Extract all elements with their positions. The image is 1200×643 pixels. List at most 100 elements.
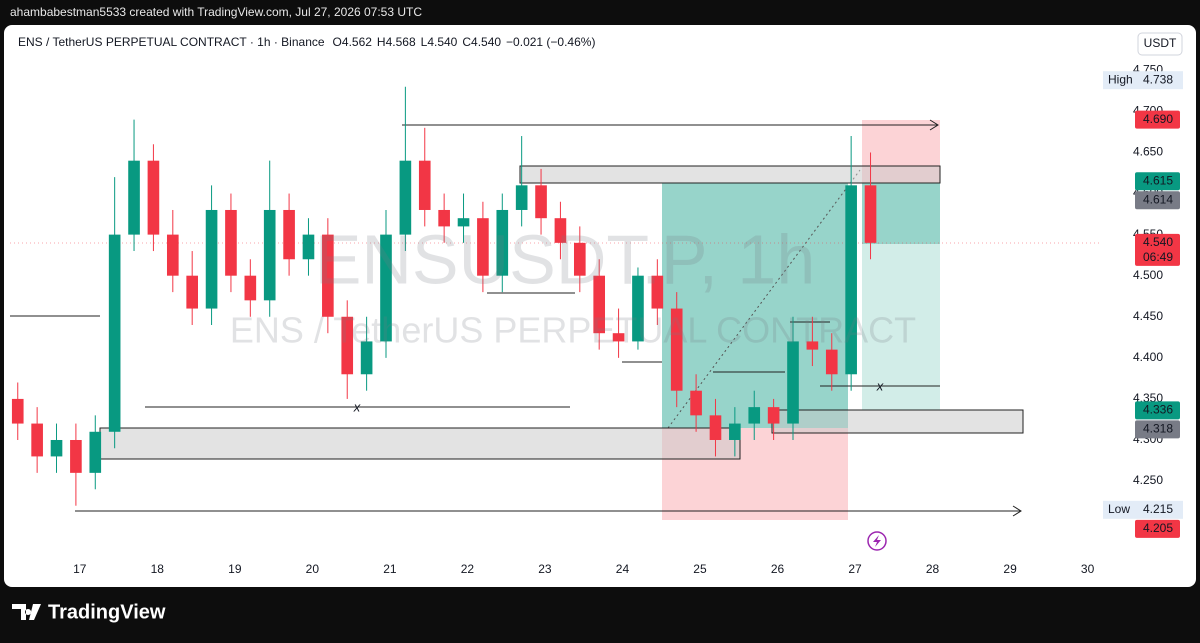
price-label: 4.738	[1143, 72, 1173, 86]
candle-body	[166, 234, 179, 276]
x-tick-label: 30	[1081, 562, 1095, 576]
price-label-box	[1135, 172, 1180, 191]
candle-body	[360, 341, 373, 375]
x-tick-label: 28	[926, 562, 940, 576]
price-label-prefix: Low	[1108, 502, 1130, 516]
x-tick-label: 27	[848, 562, 862, 576]
candle-body	[302, 234, 315, 260]
legend-key: C	[462, 35, 471, 49]
price-label-box	[1135, 233, 1180, 266]
x-tick-label: 18	[151, 562, 165, 576]
candle-body	[612, 333, 625, 342]
candle-body	[515, 185, 528, 210]
candle-body	[554, 218, 567, 243]
price-label-prefix: High	[1108, 72, 1133, 86]
watermark: ENS / TetherUS PERPETUAL CONTRACT	[230, 310, 916, 351]
x-tick-label: 25	[693, 562, 707, 576]
annotation: x	[876, 378, 884, 393]
supply-zone	[519, 165, 941, 184]
candle-body	[690, 390, 702, 416]
candle-body	[31, 423, 43, 457]
x-tick-label: 17	[73, 562, 87, 576]
brand-logo	[12, 604, 41, 620]
x-tick-label: 26	[771, 562, 785, 576]
demand-zone	[771, 409, 1024, 434]
legend-value: 4.562	[342, 35, 372, 49]
candle-body	[651, 275, 664, 309]
price-label-box	[1135, 519, 1180, 538]
arrow-head	[1012, 505, 1022, 517]
footer-bar	[4, 587, 1196, 643]
y-tick-label: 4.500	[1133, 268, 1163, 282]
y-tick-label: 4.400	[1133, 350, 1163, 364]
arrow-head	[929, 119, 939, 131]
candle-body	[70, 439, 82, 473]
legend-key: O	[333, 35, 342, 49]
candle-body	[496, 209, 509, 276]
candle-body	[864, 185, 877, 243]
x-tick-label: 22	[461, 562, 475, 576]
x-tick-label: 19	[228, 562, 242, 576]
candle-body	[632, 275, 644, 342]
x-tick-label: 20	[306, 562, 320, 576]
candle-body	[748, 407, 761, 424]
candle-body	[263, 209, 276, 301]
price-label-box	[1103, 71, 1183, 90]
price-label-box	[1135, 110, 1180, 129]
price-label: 4.690	[1143, 112, 1173, 126]
legend-key: L	[421, 35, 428, 49]
price-countdown: 06:49	[1143, 250, 1173, 264]
watermark: ENSUSDT.P, 1h	[315, 220, 816, 298]
legend-key: H	[377, 35, 386, 49]
currency: USDT	[1144, 36, 1177, 50]
candle-body	[825, 349, 838, 375]
candle-body	[670, 308, 683, 391]
currency-button[interactable]	[1137, 32, 1183, 56]
x-tick-label: 21	[383, 562, 397, 576]
demand-zone	[99, 427, 741, 460]
price-label: 4.614	[1143, 192, 1173, 206]
candle-body	[418, 160, 431, 210]
symbol-title: ENS / TetherUS PERPETUAL CONTRACT · 1h ·…	[18, 35, 325, 49]
candle-body	[806, 341, 819, 350]
candle-body	[845, 185, 857, 375]
candle-body	[573, 242, 586, 276]
price-label: 4.205	[1143, 521, 1173, 535]
long-profit-zone	[662, 183, 848, 428]
event-icon[interactable]	[867, 531, 887, 551]
price-label-box	[1135, 191, 1180, 210]
candle-body	[457, 218, 470, 227]
header-text: ahambabestman5533 created with TradingVi…	[10, 5, 422, 19]
candle-body	[205, 209, 218, 309]
candle-body	[11, 398, 24, 424]
price-label: 4.318	[1143, 422, 1173, 436]
price-label-box	[1103, 500, 1183, 519]
price-label: 4.540	[1143, 235, 1173, 249]
x-tick-label: 29	[1003, 562, 1017, 576]
candle-body	[593, 275, 606, 334]
legend-change: −0.021 (−0.46%)	[506, 35, 595, 49]
candle-body	[341, 316, 354, 375]
candle-body	[477, 218, 489, 276]
annotation: x	[353, 399, 361, 414]
candle-body	[186, 275, 198, 309]
price-label: 4.336	[1143, 403, 1173, 417]
candle-body	[50, 439, 63, 457]
y-tick-label: 4.250	[1133, 473, 1163, 487]
candle-body	[399, 160, 412, 235]
candle-body	[244, 275, 257, 301]
trade-line	[667, 169, 861, 429]
price-label-box	[1135, 401, 1180, 420]
candle-body	[787, 341, 799, 424]
short-target-zone	[862, 244, 940, 410]
drawings	[10, 86, 1100, 551]
candle-body	[225, 209, 237, 276]
candle-body	[380, 234, 392, 342]
candle-body	[147, 160, 160, 235]
candle-body	[729, 423, 741, 440]
y-tick-label: 4.450	[1133, 309, 1163, 323]
candle-body	[283, 209, 295, 260]
candle-body	[108, 234, 121, 432]
